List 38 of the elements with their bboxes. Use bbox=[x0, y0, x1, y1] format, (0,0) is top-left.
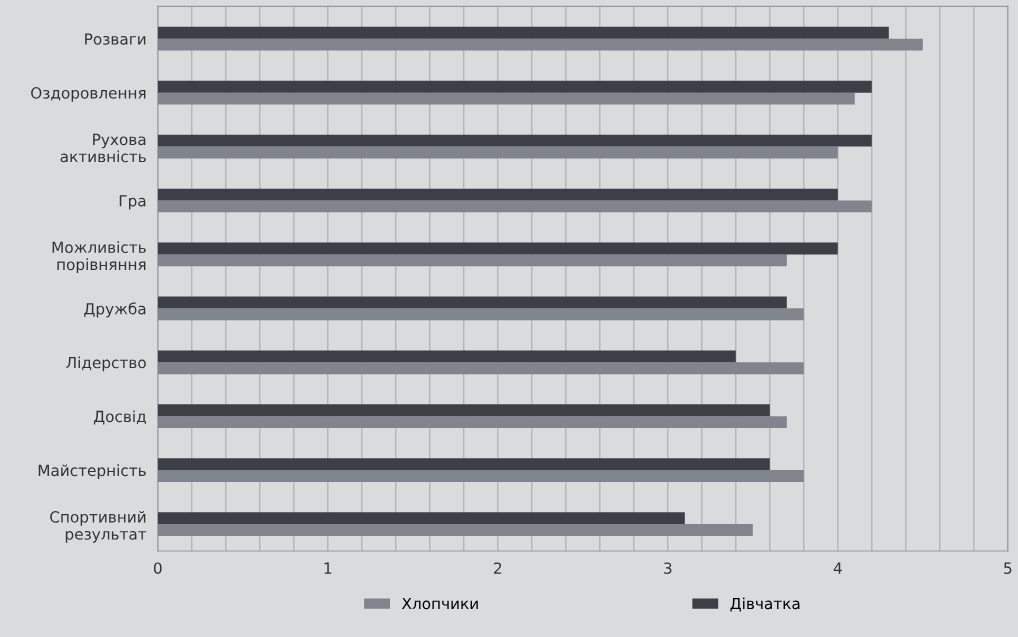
x-tick-label: 1 bbox=[324, 562, 332, 574]
x-tick-label: 5 bbox=[1004, 562, 1012, 574]
legend-label: Хлопчики bbox=[401, 597, 478, 610]
y-tick-label: Рухова активність bbox=[60, 133, 146, 163]
x-tick-label: 2 bbox=[494, 562, 502, 574]
bar bbox=[157, 188, 838, 201]
bar bbox=[157, 92, 855, 105]
y-tick-label: Оздоровлення bbox=[31, 87, 146, 102]
y-tick-label: Лідерство bbox=[66, 356, 146, 372]
bar bbox=[157, 470, 804, 482]
bar bbox=[157, 134, 872, 147]
bar bbox=[157, 254, 787, 267]
bar bbox=[157, 362, 804, 375]
bar bbox=[157, 416, 787, 429]
x-tick-label: 4 bbox=[833, 562, 842, 574]
bar bbox=[157, 512, 685, 525]
bar bbox=[157, 296, 787, 309]
bar bbox=[157, 458, 770, 471]
bar bbox=[157, 242, 838, 255]
bar bbox=[157, 200, 872, 213]
bar bbox=[157, 524, 753, 536]
bar bbox=[157, 350, 736, 363]
x-tick-label: 0 bbox=[153, 562, 162, 574]
y-tick-label: Майстерність bbox=[38, 464, 146, 480]
legend-label: Дівчатка bbox=[730, 597, 800, 612]
y-tick-label: Спортивний результат bbox=[50, 510, 147, 543]
bar bbox=[157, 308, 804, 321]
y-tick-label: Розваги bbox=[85, 33, 146, 45]
bar bbox=[157, 38, 923, 51]
bar bbox=[157, 26, 889, 39]
bar bbox=[157, 80, 872, 93]
y-tick-label: Гра bbox=[119, 195, 146, 210]
bar bbox=[157, 404, 770, 417]
y-tick-label: Досвід bbox=[93, 410, 146, 425]
bar bbox=[157, 146, 838, 159]
y-tick-label: Дружба bbox=[84, 302, 146, 318]
y-tick-label: Можливість порівняння bbox=[52, 241, 146, 274]
x-tick-label: 3 bbox=[664, 562, 672, 574]
